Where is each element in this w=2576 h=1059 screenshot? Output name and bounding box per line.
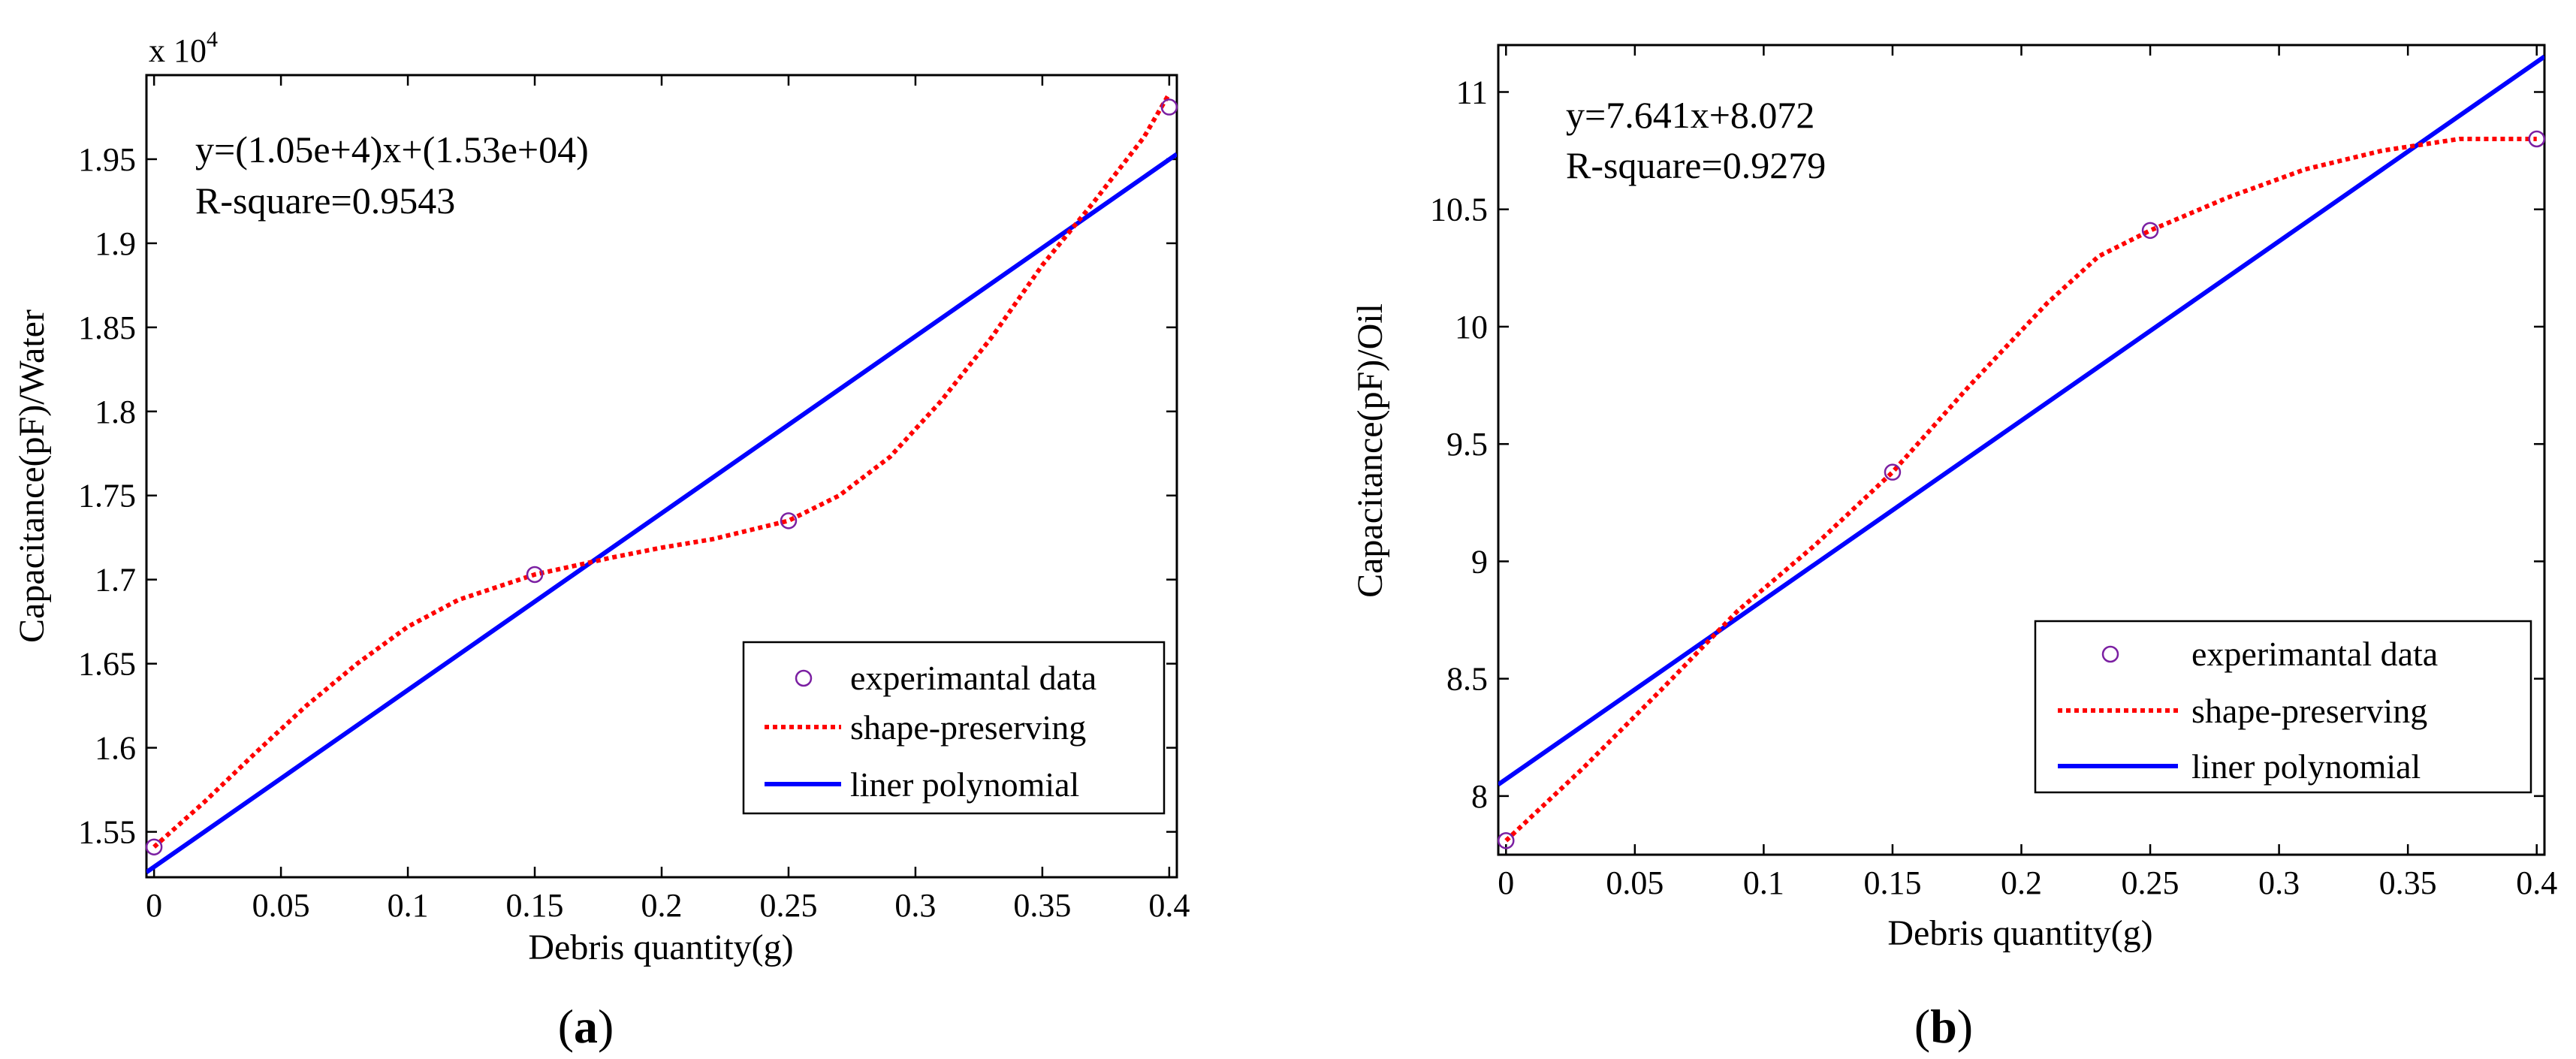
- panel-a: 0 0.05 0.1 0.15 0.2 0.25 0.3 0.35 0.4 1.55 1.6 1.6…: [12, 27, 1190, 1053]
- x-tick-label: 0.2: [2001, 864, 2042, 901]
- r-square-a: R-square=0.9543: [195, 180, 455, 222]
- shape-preserving-curve: [152, 92, 1172, 849]
- y-tick-label: 1.6: [95, 730, 136, 767]
- x-tick-labels-b: 0 0.05 0.1 0.15 0.2 0.25 0.3 0.35 0.4: [1498, 864, 2557, 901]
- tick-marks-a: [146, 75, 1177, 877]
- y-tick-label: 1.75: [78, 478, 136, 514]
- x-tick-label: 0.35: [2379, 864, 2437, 901]
- x-tick-label: 0.25: [2122, 864, 2179, 901]
- experimental-data-point: [2141, 222, 2159, 240]
- legend-label-experimental-b: experimantal data: [2191, 635, 2438, 673]
- x-tick-label: 0.35: [1013, 887, 1071, 924]
- x-tick-label: 0.15: [506, 887, 564, 924]
- legend-marker-experimental-a: [795, 669, 813, 687]
- legend-a: experimantal data shape-preserving liner…: [742, 641, 1166, 815]
- y-exponent-base: x 10: [149, 32, 207, 69]
- x-tick-label: 0.25: [759, 887, 817, 924]
- x-axis-label-a: Debris quantity(g): [528, 928, 793, 967]
- y-axis-label-a: Capacitance(pF)/Water: [12, 309, 52, 643]
- legend-marker-experimental-b: [2101, 645, 2119, 663]
- legend-label-linear-b: liner polynomial: [2191, 747, 2421, 786]
- experimental-data-point: [1160, 98, 1178, 116]
- y-tick-label: 11: [1456, 74, 1488, 110]
- linear-fit-line: [1498, 54, 2544, 787]
- x-tick-label: 0.05: [252, 887, 310, 924]
- experimental-data-point: [526, 566, 544, 584]
- legend-label-shape-preserving-b: shape-preserving: [2191, 692, 2427, 730]
- x-tick-label: 0.4: [2516, 864, 2557, 901]
- legend-label-experimental-a: experimantal data: [850, 659, 1096, 697]
- x-tick-label: 0.05: [1606, 864, 1664, 901]
- fit-equation-b: y=7.641x+8.072: [1566, 94, 1814, 136]
- r-square-b: R-square=0.9279: [1566, 144, 1826, 186]
- x-tick-label: 0.3: [894, 887, 936, 924]
- experimental-data-point: [2528, 130, 2545, 148]
- y-tick-label: 1.65: [78, 646, 136, 683]
- x-axis-label-b: Debris quantity(g): [1887, 913, 2152, 953]
- y-tick-label: 1.85: [78, 309, 136, 346]
- panel-letter-b: b: [1930, 1000, 1957, 1053]
- x-tick-labels-a: 0 0.05 0.1 0.15 0.2 0.25 0.3 0.35 0.4: [146, 887, 1190, 924]
- legend-box-b: [2034, 620, 2532, 794]
- x-tick-label: 0.1: [1743, 864, 1784, 901]
- y-tick-labels-b: 8 8.5 9 9.5 10 10.5 11: [1430, 74, 1488, 814]
- x-tick-label: 0: [146, 887, 162, 924]
- y-exponent-power: 4: [207, 27, 218, 52]
- fit-equation-a: y=(1.05e+4)x+(1.53e+04): [195, 128, 589, 170]
- y-tick-label: 1.9: [95, 225, 136, 262]
- linear-fit-line: [146, 152, 1177, 874]
- y-tick-label: 1.55: [78, 814, 136, 851]
- shape-preserving-curve: [1504, 136, 2537, 843]
- x-tick-label: 0.15: [1863, 864, 1921, 901]
- legend-b: experimantal data shape-preserving liner…: [2034, 620, 2532, 794]
- panel-label-b: (b): [1914, 1000, 1973, 1053]
- x-tick-label: 0: [1498, 864, 1514, 901]
- experimental-data-point: [1498, 832, 1515, 849]
- y-tick-label: 1.7: [95, 562, 136, 599]
- y-tick-label: 1.95: [78, 141, 136, 178]
- experimental-data-point: [145, 838, 163, 855]
- legend-label-linear-a: liner polynomial: [850, 765, 1079, 804]
- series-a: [145, 92, 1178, 874]
- y-tick-label: 1.8: [95, 394, 136, 430]
- x-tick-label: 0.4: [1148, 887, 1190, 924]
- legend-label-shape-preserving-a: shape-preserving: [850, 708, 1086, 747]
- y-tick-label: 9: [1471, 543, 1488, 580]
- experimental-data-point: [780, 512, 798, 530]
- y-tick-label: 8.5: [1446, 661, 1488, 698]
- x-tick-label: 0.2: [641, 887, 683, 924]
- y-exponent-label-a: x 104: [149, 27, 218, 69]
- series-b: [1498, 54, 2545, 849]
- panel-b: 0 0.05 0.1 0.15 0.2 0.25 0.3 0.35 0.4 8 8.5 9 9.5 10…: [1350, 44, 2557, 1053]
- y-axis-label-b: Capacitance(pF)/Oil: [1350, 303, 1390, 598]
- x-tick-label: 0.3: [2258, 864, 2300, 901]
- panel-letter-a: a: [574, 1000, 598, 1053]
- y-tick-label: 8: [1471, 778, 1488, 815]
- panel-label-a: (a): [558, 1000, 614, 1053]
- y-tick-label: 10: [1455, 309, 1488, 345]
- y-tick-labels-a: 1.55 1.6 1.65 1.7 1.75 1.8 1.85 1.9 1.95: [78, 141, 136, 851]
- x-tick-label: 0.1: [388, 887, 429, 924]
- tick-marks-b: [1498, 45, 2544, 855]
- y-tick-label: 9.5: [1446, 426, 1488, 463]
- y-tick-label: 10.5: [1430, 192, 1488, 228]
- experimental-data-point: [1884, 463, 1902, 481]
